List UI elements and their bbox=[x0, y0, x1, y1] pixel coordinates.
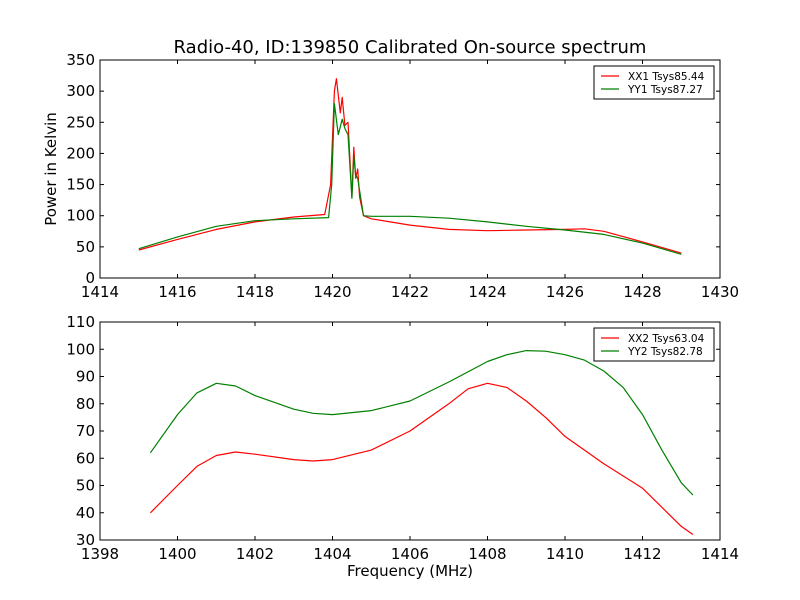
x-tick-label: 1414 bbox=[81, 283, 119, 301]
x-tick-label: 1424 bbox=[468, 283, 506, 301]
y-tick-label: 250 bbox=[66, 113, 95, 131]
series-line-yy2 bbox=[149, 350, 694, 496]
legend-label: XX1 Tsys85.44 bbox=[628, 71, 705, 83]
y-tick-label: 30 bbox=[76, 531, 95, 549]
y-tick-label: 300 bbox=[66, 82, 95, 100]
x-tick-label: 1400 bbox=[158, 545, 196, 563]
x-tick-label: 1418 bbox=[236, 283, 274, 301]
y-tick-label: 50 bbox=[76, 238, 95, 256]
legend-label: XX2 Tsys63.04 bbox=[628, 333, 705, 345]
subplot-1: 1414 1416 1418 1420 1422 1424 1426 1428 1430 0 50 1… bbox=[42, 37, 739, 301]
x-axis-label: Frequency (MHz) bbox=[347, 562, 473, 580]
y-tick-label: 350 bbox=[66, 51, 95, 69]
series-line-xx1 bbox=[138, 78, 682, 254]
x-tick-label: 1404 bbox=[313, 545, 351, 563]
y-tick-label: 200 bbox=[66, 144, 95, 162]
legend-label: YY2 Tsys82.78 bbox=[627, 346, 703, 358]
y-tick-label: 100 bbox=[66, 207, 95, 225]
x-tick-label: 1414 bbox=[701, 545, 739, 563]
y-tick-label: 50 bbox=[76, 477, 95, 495]
x-tick-label: 1422 bbox=[391, 283, 429, 301]
legend-frame bbox=[593, 327, 715, 362]
x-tick-label: 1416 bbox=[158, 283, 196, 301]
chart-title: Radio-40, ID:139850 Calibrated On-source… bbox=[174, 37, 647, 58]
y-tick-label: 100 bbox=[66, 340, 95, 358]
x-tick-label: 1408 bbox=[468, 545, 506, 563]
series-line-yy1 bbox=[138, 102, 682, 255]
x-tick-label: 1398 bbox=[81, 545, 119, 563]
y-tick-label: 110 bbox=[66, 313, 95, 331]
y-tick-label: 40 bbox=[76, 504, 95, 522]
x-tick-label: 1412 bbox=[623, 545, 661, 563]
x-tick-label: 1420 bbox=[313, 283, 351, 301]
x-tick-label: 1426 bbox=[546, 283, 584, 301]
y-tick-label: 80 bbox=[76, 395, 95, 413]
x-tick-label: 1430 bbox=[701, 283, 739, 301]
legend-frame bbox=[593, 65, 715, 100]
y-tick-label: 70 bbox=[76, 422, 95, 440]
x-tick-label: 1428 bbox=[623, 283, 661, 301]
x-tick-label: 1410 bbox=[546, 545, 584, 563]
y-tick-label: 0 bbox=[85, 269, 95, 287]
x-tick-label: 1406 bbox=[391, 545, 429, 563]
y-tick-label: 60 bbox=[76, 449, 95, 467]
y-axis-label: Power in Kelvin bbox=[42, 112, 60, 226]
y-tick-label: 150 bbox=[66, 176, 95, 194]
series-line-xx2 bbox=[149, 382, 694, 535]
y-tick-label: 90 bbox=[76, 368, 95, 386]
legend-label: YY1 Tsys87.27 bbox=[627, 84, 703, 96]
subplot-2: 1398 1400 1402 1404 1406 1408 1410 1412 1414 30 40… bbox=[66, 313, 739, 580]
x-tick-label: 1402 bbox=[236, 545, 274, 563]
